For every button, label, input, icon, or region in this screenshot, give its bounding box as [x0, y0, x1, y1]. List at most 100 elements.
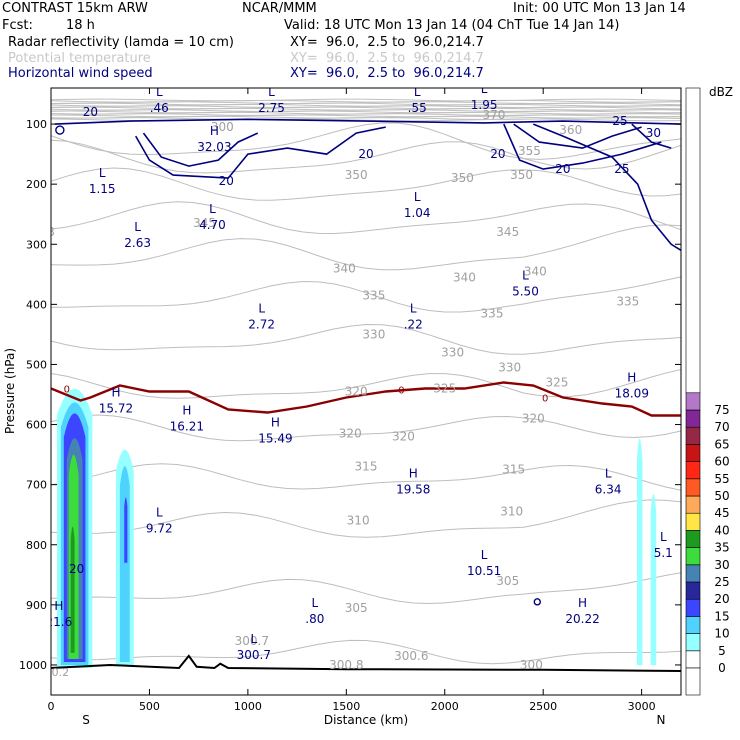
- extremum-type: H: [271, 416, 280, 430]
- endpoint-south: S: [82, 713, 90, 727]
- colorbar-swatch: [685, 495, 701, 514]
- theta-label: 320: [522, 412, 545, 426]
- wind-isotach: [503, 123, 662, 170]
- colorbar-swatch: [685, 444, 701, 462]
- colorbar-label: 20: [714, 592, 729, 606]
- theta-label: 300: [211, 120, 234, 134]
- theta-label: 345: [496, 225, 519, 239]
- colorbar-swatch: [685, 478, 701, 497]
- extremum-type: L: [134, 220, 141, 234]
- colorbar-label: 5: [718, 644, 726, 658]
- theta-label: 340: [524, 264, 547, 278]
- extremum-type: L: [156, 506, 163, 520]
- colorbar-swatch: [685, 650, 701, 669]
- theta-label: 340: [333, 261, 356, 275]
- theta-line: [51, 122, 681, 160]
- extremum-type: L: [522, 268, 529, 282]
- axes: 0 500 1000 1500 2000 2500 30001002003004005006…: [19, 88, 681, 713]
- forecast-label: Fcst:: [2, 18, 33, 33]
- theta-line: [51, 572, 681, 605]
- colorbar-swatch: [685, 530, 701, 548]
- theta-label: 315: [502, 463, 525, 477]
- colorbar-bottom-segment: [685, 667, 701, 696]
- extremum-value: 300.7: [237, 648, 271, 662]
- wind-isotach: [135, 126, 386, 179]
- colorbar-label: 70: [714, 420, 729, 434]
- y-axis-label: Pressure (hPa): [3, 348, 17, 434]
- colorbar-label: 15: [714, 609, 729, 623]
- wind-label: 20: [555, 162, 570, 176]
- theta-label: 330: [362, 327, 385, 341]
- y-tick-label: 100: [26, 118, 47, 131]
- org-label: NCAR/MMM: [242, 1, 317, 16]
- theta-label: 330: [441, 345, 464, 359]
- extremum-type: H: [54, 599, 63, 613]
- wind-isotach-small: [55, 125, 65, 135]
- surface-label: 00.2: [45, 666, 70, 679]
- theta-label: 335: [616, 294, 639, 308]
- theta-stratosphere-line: [51, 102, 681, 106]
- x-tick-label: 1000: [234, 700, 262, 713]
- colorbar-swatch: [685, 581, 701, 600]
- colorbar-label: 45: [714, 506, 729, 520]
- wind-label: 25: [612, 114, 627, 128]
- colorbar-label: 60: [714, 455, 729, 469]
- colorbar-swatch: [685, 633, 701, 652]
- y-tick-label: 300: [26, 238, 47, 251]
- field-wind-name: Horizontal wind speed: [8, 66, 153, 81]
- echo-15dbz: [124, 497, 128, 563]
- extremum-type: H: [210, 124, 219, 138]
- theta-line: [51, 369, 681, 399]
- colorbar-label: 50: [714, 489, 729, 503]
- x-tick-label: 0: [48, 700, 55, 713]
- extremum-type: H: [578, 596, 587, 610]
- extremum-type: H: [182, 404, 191, 418]
- extremum-value: 15.49: [258, 432, 292, 446]
- y-tick-label: 500: [26, 358, 47, 371]
- extremum-type: L: [209, 202, 216, 216]
- colorbar-label: 75: [714, 403, 729, 417]
- theta-label: 350: [451, 171, 474, 185]
- theta-label: 335: [481, 306, 504, 320]
- theta-label: 335: [362, 288, 385, 302]
- extremum-value: .46: [150, 101, 169, 115]
- extremum-value: 19.58: [396, 483, 430, 497]
- extremum-value: 2.72: [248, 317, 275, 331]
- wind-contours: [54, 118, 681, 606]
- x-tick-label: 2000: [431, 700, 459, 713]
- extremum-value: 32.03: [197, 140, 231, 154]
- y-tick-label: 900: [26, 599, 47, 612]
- extremum-value: 2.63: [124, 236, 151, 250]
- y-tick-label: 700: [26, 479, 47, 492]
- extremum-type: H: [111, 386, 120, 400]
- theta-label: 350: [510, 168, 533, 182]
- echo-10dbz: [119, 466, 130, 662]
- extremum-value: 4.70: [199, 218, 226, 232]
- theta-stratosphere-line: [51, 113, 681, 117]
- theta-label: 320: [345, 385, 368, 399]
- colorbar-label: 30: [714, 558, 729, 572]
- theta-label: 310: [500, 505, 523, 519]
- colorbar-swatch: [685, 598, 701, 617]
- wind-label: 20: [490, 147, 505, 161]
- theta-stratosphere-line: [51, 106, 681, 110]
- extremum-value: 1.95: [471, 98, 498, 112]
- endpoint-north: N: [657, 713, 666, 727]
- extremum-type: L: [605, 467, 612, 481]
- field-reflectivity-name: Radar reflectivity (lamda = 10 cm): [8, 35, 234, 50]
- colorbar-swatch: [685, 616, 701, 634]
- theta-label: 370: [483, 108, 506, 122]
- terrain: [51, 654, 681, 672]
- theta-line: [51, 276, 681, 313]
- theta-label: 360: [559, 123, 582, 137]
- extremum-value: 5.1: [654, 546, 673, 560]
- extremum-value: 5.50: [512, 284, 539, 298]
- x-tick-label: 3000: [628, 700, 656, 713]
- theta-line: [51, 224, 681, 271]
- wind-isotach: [54, 118, 681, 125]
- plot-frame: [50, 87, 682, 696]
- theta-label: 300.8: [329, 658, 363, 672]
- extremum-type: L: [156, 85, 163, 99]
- extremum-type: L: [99, 166, 106, 180]
